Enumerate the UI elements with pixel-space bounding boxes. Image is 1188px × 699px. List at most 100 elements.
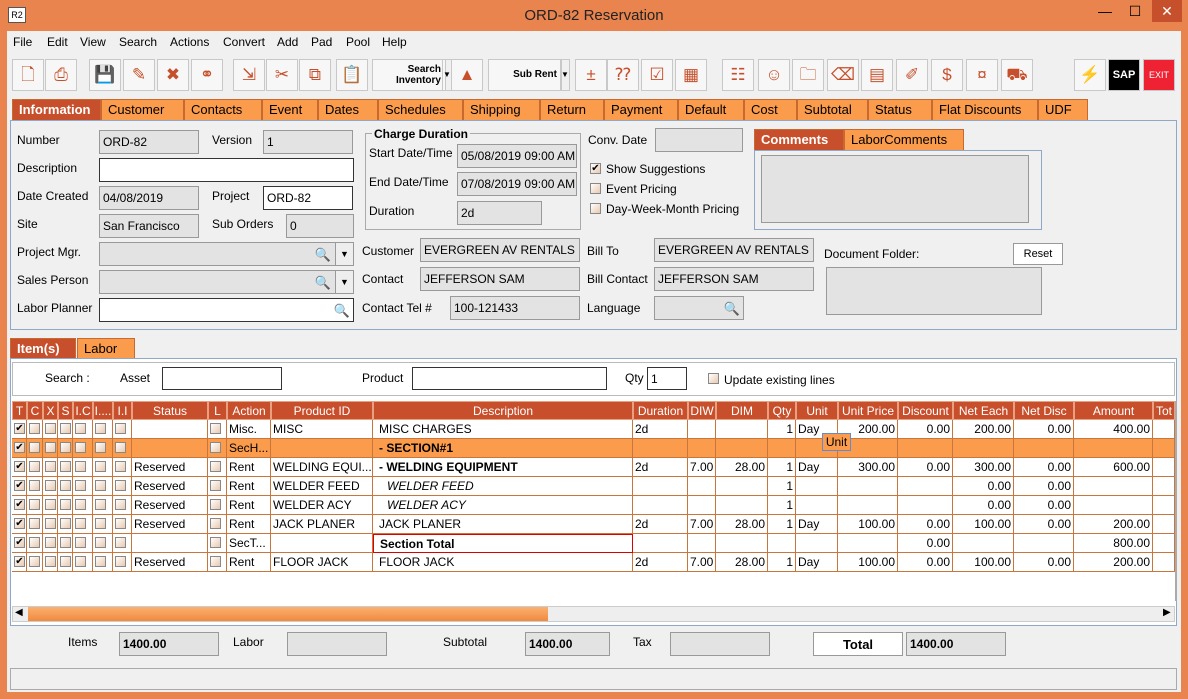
column-header-ic[interactable]: I.C bbox=[73, 401, 93, 420]
checked-checkbox-icon[interactable]: ✔ bbox=[14, 556, 25, 567]
scroll-left-icon[interactable]: ◀ bbox=[15, 607, 23, 618]
tab-cost[interactable]: Cost bbox=[744, 99, 797, 120]
row-checkbox[interactable] bbox=[43, 534, 58, 553]
money-stack-icon[interactable]: ¤ bbox=[966, 59, 998, 91]
cell-price[interactable] bbox=[838, 496, 898, 515]
checkbox-icon[interactable] bbox=[210, 556, 221, 567]
row-checkbox[interactable] bbox=[43, 496, 58, 515]
tab-flat-discounts[interactable]: Flat Discounts bbox=[932, 99, 1038, 120]
menu-search[interactable]: Search bbox=[119, 35, 158, 49]
cell-netdisc[interactable]: 0.00 bbox=[1014, 458, 1074, 477]
cell-qty[interactable] bbox=[768, 439, 796, 458]
sales-person-field[interactable]: 🔍 ▼ bbox=[99, 270, 354, 294]
row-checkbox[interactable] bbox=[208, 553, 227, 572]
cell-qty[interactable]: 1 bbox=[768, 553, 796, 572]
cell-disc[interactable]: 0.00 bbox=[898, 458, 953, 477]
exit-button[interactable]: EXIT bbox=[1143, 59, 1175, 91]
checkbox-icon[interactable] bbox=[115, 461, 126, 472]
column-header-neteach[interactable]: Net Each bbox=[953, 401, 1014, 420]
binoculars-icon[interactable]: ⚭ bbox=[191, 59, 223, 91]
cell-action[interactable]: Rent bbox=[227, 553, 271, 572]
qty-input[interactable]: 1 bbox=[647, 367, 687, 390]
checkbox-icon[interactable] bbox=[210, 461, 221, 472]
column-header-unitprice[interactable]: Unit Price bbox=[838, 401, 898, 420]
checkbox-icon[interactable] bbox=[75, 518, 86, 529]
maximize-button[interactable]: ☐ bbox=[1128, 3, 1142, 19]
checkbox-icon[interactable] bbox=[29, 556, 40, 567]
sub-rent-button[interactable]: Sub Rent bbox=[488, 59, 562, 91]
column-header-c[interactable]: C bbox=[27, 401, 43, 420]
cell-status[interactable] bbox=[132, 420, 208, 439]
row-checkbox[interactable] bbox=[73, 439, 93, 458]
checkbox-icon[interactable] bbox=[29, 537, 40, 548]
checkbox-icon[interactable] bbox=[75, 499, 86, 510]
row-checkbox[interactable]: ✔ bbox=[12, 420, 27, 439]
checkbox-icon[interactable] bbox=[210, 442, 221, 453]
column-header-netdisc[interactable]: Net Disc bbox=[1014, 401, 1074, 420]
cell-product[interactable]: WELDING EQUI... bbox=[271, 458, 373, 477]
checkbox-icon[interactable] bbox=[115, 556, 126, 567]
row-checkbox[interactable] bbox=[73, 534, 93, 553]
row-checkbox[interactable]: ✔ bbox=[12, 496, 27, 515]
eraser-icon[interactable]: ⌫ bbox=[827, 59, 859, 91]
cell-price[interactable]: 300.00 bbox=[838, 458, 898, 477]
cell-price[interactable]: 100.00 bbox=[838, 515, 898, 534]
cell-status[interactable]: Reserved bbox=[132, 477, 208, 496]
row-checkbox[interactable] bbox=[58, 477, 73, 496]
table-row[interactable]: ✔ Reserved Rent WELDER ACY WELDER ACY 1 0.00 0.… bbox=[12, 496, 1175, 515]
cell-netdisc[interactable] bbox=[1014, 534, 1074, 553]
cell-action[interactable]: SecT... bbox=[227, 534, 271, 553]
checkbox-icon[interactable] bbox=[95, 537, 106, 548]
checkbox-icon[interactable] bbox=[60, 499, 71, 510]
menu-file[interactable]: File bbox=[13, 35, 33, 49]
copy-icon[interactable]: ⧉ bbox=[299, 59, 331, 91]
checkbox-icon[interactable] bbox=[95, 442, 106, 453]
tab-status[interactable]: Status bbox=[868, 99, 932, 120]
cell-unit[interactable]: Day bbox=[796, 515, 838, 534]
row-checkbox[interactable] bbox=[73, 515, 93, 534]
cell-amount[interactable]: 600.00 bbox=[1074, 458, 1153, 477]
menu-actions[interactable]: Actions bbox=[170, 35, 210, 49]
cell-tot[interactable] bbox=[1153, 553, 1175, 572]
cell-action[interactable]: Misc. bbox=[227, 420, 271, 439]
row-checkbox[interactable] bbox=[208, 534, 227, 553]
tab-items[interactable]: Item(s) bbox=[10, 338, 76, 359]
search-inventory-dropdown-icon[interactable]: ▼ bbox=[442, 59, 452, 91]
cell-desc[interactable]: - WELDING EQUIPMENT bbox=[373, 458, 633, 477]
cell-unit[interactable]: Day bbox=[796, 420, 838, 439]
row-checkbox[interactable] bbox=[208, 477, 227, 496]
convert-shapes-icon[interactable]: ▲ bbox=[451, 59, 483, 91]
checked-checkbox-icon[interactable]: ✔ bbox=[14, 423, 25, 434]
checkbox-icon[interactable] bbox=[60, 442, 71, 453]
menu-view[interactable]: View bbox=[80, 35, 106, 49]
cell-net[interactable]: 100.00 bbox=[953, 553, 1014, 572]
scrollbar-thumb[interactable] bbox=[28, 607, 548, 621]
dropdown-arrow-icon[interactable]: ▼ bbox=[335, 243, 353, 265]
checkbox-icon[interactable] bbox=[29, 461, 40, 472]
cell-status[interactable]: Reserved bbox=[132, 496, 208, 515]
table-row[interactable]: ✔ SecH... - SECTION#1 bbox=[12, 439, 1175, 458]
cell-net[interactable]: 0.00 bbox=[953, 477, 1014, 496]
row-checkbox[interactable] bbox=[58, 420, 73, 439]
row-checkbox[interactable]: ✔ bbox=[12, 515, 27, 534]
checkbox-icon[interactable] bbox=[75, 480, 86, 491]
checkbox-icon[interactable] bbox=[75, 461, 86, 472]
checkbox-icon[interactable] bbox=[115, 480, 126, 491]
checkbox-icon[interactable] bbox=[29, 499, 40, 510]
tab-shipping[interactable]: Shipping bbox=[463, 99, 540, 120]
row-checkbox[interactable] bbox=[27, 496, 43, 515]
cell-desc[interactable]: Section Total bbox=[373, 534, 633, 553]
row-checkbox[interactable] bbox=[27, 420, 43, 439]
cell-dim[interactable]: 28.00 bbox=[716, 515, 768, 534]
row-checkbox[interactable] bbox=[73, 477, 93, 496]
checkbox-icon[interactable] bbox=[210, 499, 221, 510]
cell-unit[interactable]: Day bbox=[796, 458, 838, 477]
show-suggestions-checkbox[interactable]: ✔ bbox=[590, 163, 601, 174]
cell-amount[interactable]: 800.00 bbox=[1074, 534, 1153, 553]
cell-net[interactable]: 200.00 bbox=[953, 420, 1014, 439]
row-checkbox[interactable] bbox=[73, 420, 93, 439]
scroll-right-icon[interactable]: ▶ bbox=[1163, 607, 1171, 618]
cell-diw[interactable]: 7.00 bbox=[688, 458, 716, 477]
row-checkbox[interactable]: ✔ bbox=[12, 439, 27, 458]
row-checkbox[interactable] bbox=[27, 534, 43, 553]
